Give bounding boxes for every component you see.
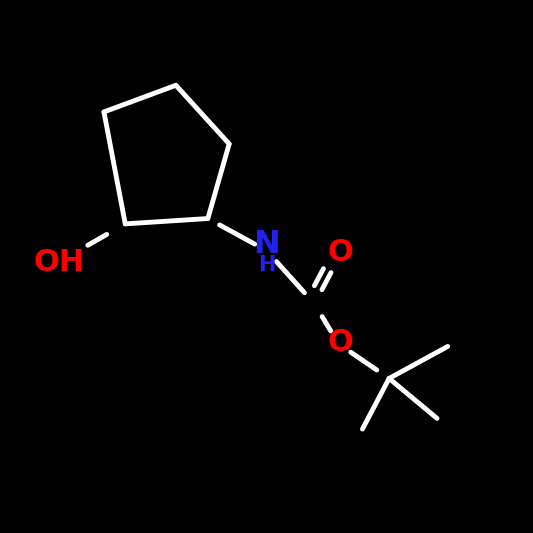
Text: H: H (258, 255, 275, 275)
Text: OH: OH (33, 248, 84, 277)
Text: O: O (327, 238, 353, 267)
Text: O: O (327, 328, 353, 357)
Text: N: N (253, 229, 280, 260)
